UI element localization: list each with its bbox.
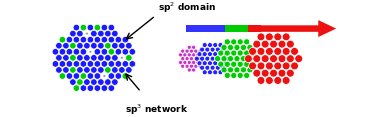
Bar (186, 25, 225, 32)
Bar (248, 25, 260, 32)
Text: sp$^2$ domain: sp$^2$ domain (158, 0, 216, 15)
Text: sp$^3$ network: sp$^3$ network (125, 103, 188, 117)
Bar (225, 25, 248, 32)
FancyArrow shape (260, 20, 336, 37)
